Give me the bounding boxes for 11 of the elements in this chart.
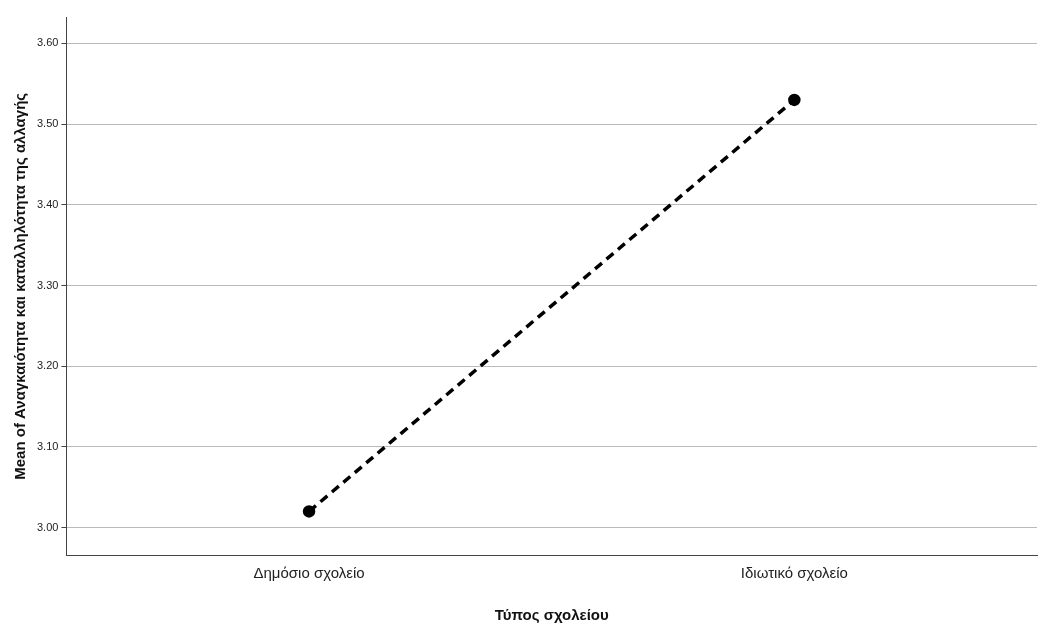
- y-tick-label: 3.20: [36, 359, 59, 372]
- x-tick-label: Δημόσιο σχολείο: [253, 564, 365, 582]
- y-tick-label: 3.10: [36, 439, 59, 452]
- y-tick-label: 3.00: [36, 520, 59, 533]
- y-axis-title: Mean of Αναγκαιότητα και καταλληλότητα της αλλαγής: [11, 92, 29, 480]
- x-tick-label: Ιδιωτικό σχολείο: [740, 564, 848, 582]
- y-tick-label: 3.60: [36, 36, 59, 49]
- y-tick-label: 3.50: [36, 117, 59, 130]
- y-tick-label: 3.40: [36, 197, 59, 210]
- y-tick-label: 3.30: [36, 278, 59, 291]
- x-axis-title: Τύπος σχολείου: [494, 606, 609, 624]
